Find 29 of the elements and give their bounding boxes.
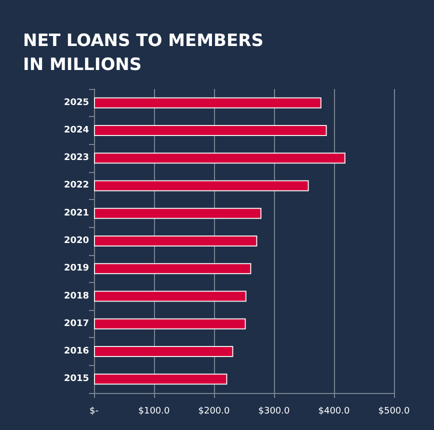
- x-tick-label: $500.0: [378, 406, 410, 416]
- bar: [94, 318, 246, 330]
- x-tick-label: $-: [90, 406, 98, 416]
- chart-title: NET LOANS TO MEMBERS IN MILLIONS: [23, 31, 270, 75]
- x-tick-label: $300.0: [258, 406, 290, 416]
- bar: [94, 374, 228, 385]
- y-tick-label: 2021: [64, 208, 90, 218]
- y-tick-label: 2015: [64, 374, 90, 384]
- bar: [94, 263, 252, 274]
- bar: [94, 180, 309, 192]
- x-tick-label: $400.0: [318, 406, 350, 416]
- x-tick-label: $100.0: [138, 406, 170, 416]
- bar: [94, 208, 262, 219]
- y-tick-label: 2022: [64, 180, 90, 191]
- bar: [94, 290, 246, 302]
- y-tick-label: 2020: [64, 236, 90, 246]
- bar: [94, 97, 322, 108]
- bar: [94, 124, 327, 136]
- y-tick-label: 2017: [64, 318, 90, 329]
- y-tick-label: 2019: [64, 264, 90, 274]
- y-tick-label: 2024: [64, 125, 90, 136]
- x-tick-label: $200.0: [198, 406, 230, 416]
- y-tick-label: 2016: [64, 346, 90, 357]
- y-tick-label: 2018: [64, 291, 90, 302]
- bar: [94, 152, 346, 164]
- y-tick-label: 2023: [64, 153, 90, 164]
- bar: [94, 236, 258, 246]
- bar: [94, 346, 234, 358]
- y-tick-label: 2025: [64, 98, 90, 108]
